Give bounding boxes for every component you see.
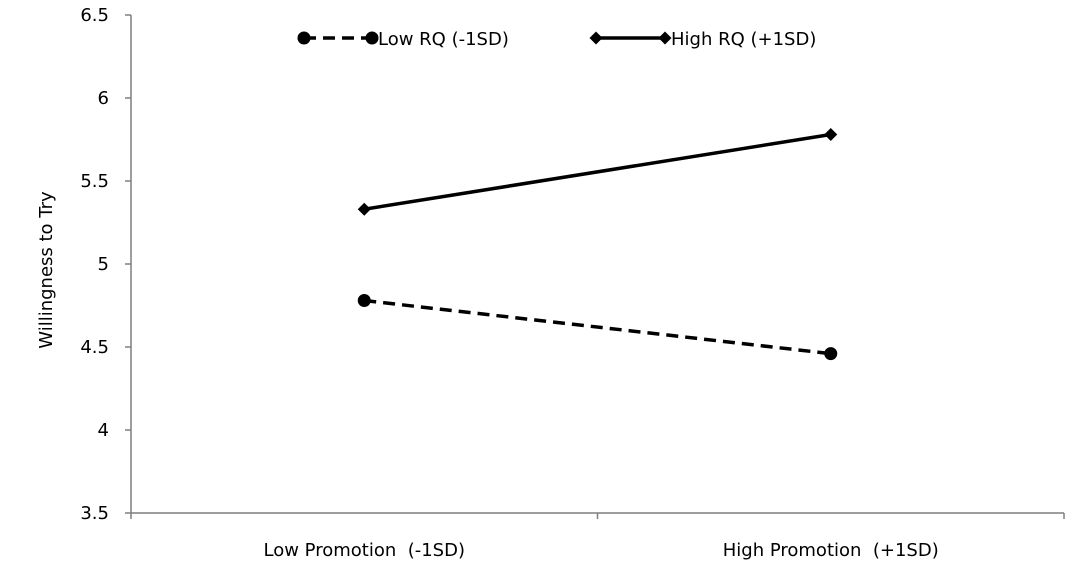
series-line bbox=[363, 132, 832, 211]
data-point bbox=[824, 347, 838, 361]
x-categories: Low Promotion (-1SD) High Promotion (+1SD… bbox=[130, 513, 1065, 561]
legend-item: High RQ (+1SD) bbox=[589, 29, 816, 50]
x-category-label: High Promotion (+1SD) bbox=[723, 540, 939, 561]
legend: Low RQ (-1SD) High RQ (+1SD) bbox=[297, 29, 816, 50]
y-axis-title: Willingness to Try bbox=[36, 191, 57, 349]
legend-label: Low RQ (-1SD) bbox=[378, 29, 509, 50]
y-tick-label: 5 bbox=[98, 254, 109, 275]
data-point bbox=[357, 202, 371, 216]
y-ticks: 3.5 4 4.5 5 5.5 6 6.5 bbox=[80, 5, 131, 524]
legend-marker bbox=[589, 31, 603, 45]
data-point bbox=[824, 128, 838, 142]
series-line bbox=[364, 298, 831, 356]
data-point bbox=[357, 294, 371, 308]
y-tick-label: 6 bbox=[98, 88, 109, 109]
series-high-rq bbox=[357, 128, 838, 216]
series-group bbox=[357, 128, 838, 361]
y-tick-label: 4.5 bbox=[80, 337, 109, 358]
legend-marker bbox=[297, 31, 311, 45]
y-tick-label: 3.5 bbox=[80, 503, 109, 524]
x-category-label: Low Promotion (-1SD) bbox=[264, 540, 465, 561]
axes bbox=[130, 15, 1064, 514]
legend-label: High RQ (+1SD) bbox=[671, 29, 816, 50]
series-low-rq bbox=[357, 294, 838, 361]
y-tick-label: 5.5 bbox=[80, 171, 109, 192]
legend-marker bbox=[658, 31, 672, 45]
legend-marker bbox=[365, 31, 379, 45]
y-tick-label: 4 bbox=[98, 420, 109, 441]
y-tick-label: 6.5 bbox=[80, 5, 109, 26]
legend-item: Low RQ (-1SD) bbox=[297, 29, 509, 50]
